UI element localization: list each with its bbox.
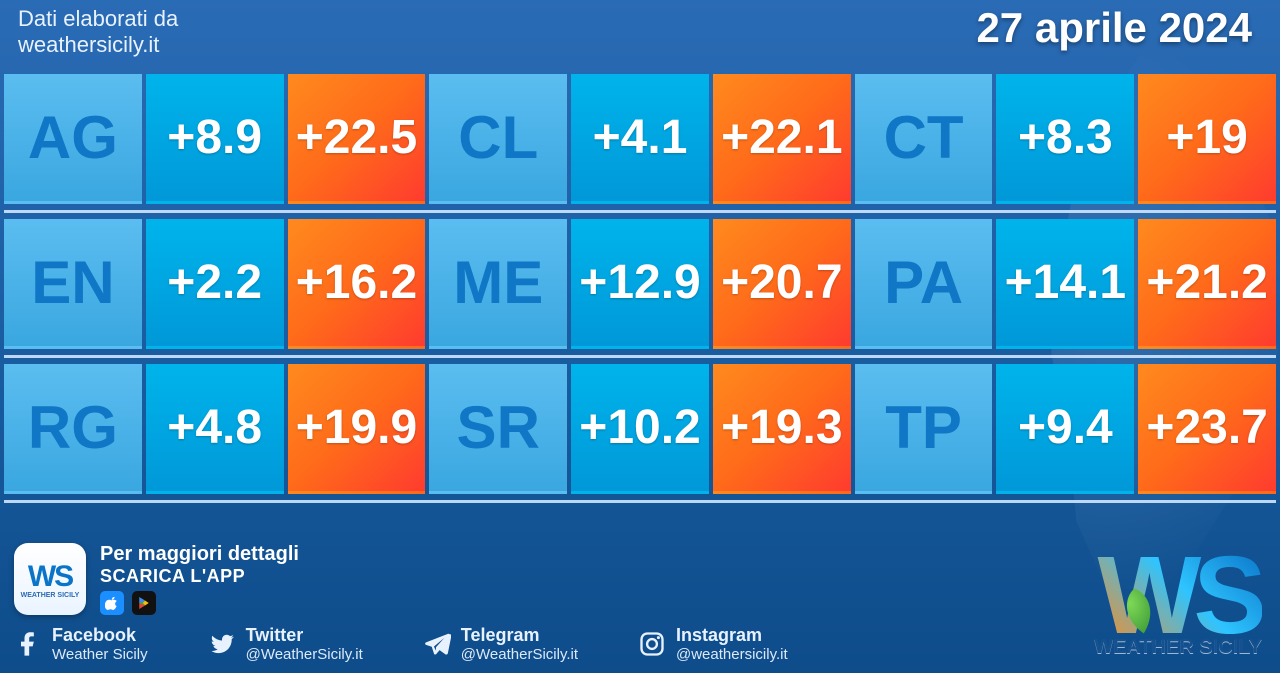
- instagram-icon: [638, 630, 666, 658]
- min-temp: +8.3: [996, 74, 1134, 204]
- social-name: Twitter: [246, 625, 363, 646]
- app-promo-text: Per maggiori dettagli SCARICA L'APP: [100, 543, 299, 615]
- max-temp: +20.7: [713, 219, 851, 349]
- appstore-icon: [100, 591, 124, 615]
- brand-logo: WS WEATHER SICILY: [1094, 549, 1262, 660]
- social-handle: Weather Sicily: [52, 646, 148, 663]
- max-temp: +22.1: [713, 74, 851, 204]
- social-row: Facebook Weather Sicily Twitter @Weather…: [14, 625, 1266, 663]
- app-promo: WS WEATHER SICILY Per maggiori dettagli …: [14, 543, 1266, 615]
- date-label: 27 aprile 2024: [976, 4, 1252, 52]
- province-code: CT: [855, 74, 993, 204]
- province-code: CL: [429, 74, 567, 204]
- badge-subtext: WEATHER SICILY: [21, 592, 80, 599]
- province-code: AG: [4, 74, 142, 204]
- min-temp: +4.1: [571, 74, 709, 204]
- min-temp: +8.9: [146, 74, 284, 204]
- grid-row: RG +4.8 +19.9 SR +10.2 +19.3 TP +9.4 +23…: [4, 364, 1276, 494]
- province-code: ME: [429, 219, 567, 349]
- badge-letters: WS: [28, 560, 72, 594]
- max-temp: +22.5: [288, 74, 426, 204]
- min-temp: +4.8: [146, 364, 284, 494]
- playstore-icon: [132, 591, 156, 615]
- social-name: Instagram: [676, 625, 788, 646]
- app-badge-icon: WS WEATHER SICILY: [14, 543, 86, 615]
- header-line2: weathersicily.it: [18, 32, 178, 58]
- store-badges: [100, 591, 299, 615]
- social-telegram: Telegram @WeatherSicily.it: [423, 625, 578, 663]
- social-instagram: Instagram @weathersicily.it: [638, 625, 788, 663]
- facebook-icon: [14, 630, 42, 658]
- province-code: PA: [855, 219, 993, 349]
- telegram-icon: [423, 630, 451, 658]
- social-handle: @weathersicily.it: [676, 646, 788, 663]
- header-attribution: Dati elaborati da weathersicily.it: [18, 6, 178, 59]
- grid-row: EN +2.2 +16.2 ME +12.9 +20.7 PA +14.1 +2…: [4, 219, 1276, 349]
- max-temp: +21.2: [1138, 219, 1276, 349]
- social-name: Facebook: [52, 625, 148, 646]
- temperature-grid: AG +8.9 +22.5 CL +4.1 +22.1 CT +8.3 +19 …: [4, 74, 1276, 503]
- social-facebook: Facebook Weather Sicily: [14, 625, 148, 663]
- max-temp: +16.2: [288, 219, 426, 349]
- min-temp: +9.4: [996, 364, 1134, 494]
- min-temp: +2.2: [146, 219, 284, 349]
- max-temp: +19.3: [713, 364, 851, 494]
- max-temp: +19.9: [288, 364, 426, 494]
- footer: WS WEATHER SICILY Per maggiori dettagli …: [14, 543, 1266, 663]
- header-line1: Dati elaborati da: [18, 6, 178, 32]
- social-name: Telegram: [461, 625, 578, 646]
- province-code: TP: [855, 364, 993, 494]
- grid-row: AG +8.9 +22.5 CL +4.1 +22.1 CT +8.3 +19: [4, 74, 1276, 204]
- province-code: EN: [4, 219, 142, 349]
- max-temp: +19: [1138, 74, 1276, 204]
- min-temp: +10.2: [571, 364, 709, 494]
- min-temp: +12.9: [571, 219, 709, 349]
- app-promo-line2: SCARICA L'APP: [100, 566, 299, 587]
- province-code: RG: [4, 364, 142, 494]
- province-code: SR: [429, 364, 567, 494]
- social-twitter: Twitter @WeatherSicily.it: [208, 625, 363, 663]
- max-temp: +23.7: [1138, 364, 1276, 494]
- social-handle: @WeatherSicily.it: [246, 646, 363, 663]
- app-promo-line1: Per maggiori dettagli: [100, 543, 299, 566]
- min-temp: +14.1: [996, 219, 1134, 349]
- twitter-icon: [208, 630, 236, 658]
- row-divider: [4, 500, 1276, 503]
- brand-letters: WS: [1094, 549, 1262, 643]
- social-handle: @WeatherSicily.it: [461, 646, 578, 663]
- row-divider: [4, 355, 1276, 358]
- row-divider: [4, 210, 1276, 213]
